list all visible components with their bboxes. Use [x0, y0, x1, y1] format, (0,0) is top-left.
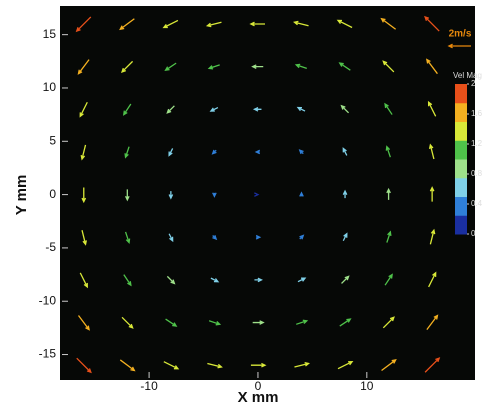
colorbar-tick-label: 0.4 [471, 199, 483, 208]
colorbar-segment [455, 215, 467, 234]
x-tick-label: 0 [255, 379, 262, 393]
y-tick-label: 5 [49, 133, 56, 147]
colorbar-segment [455, 140, 467, 159]
colorbar-tick-label: 1.2 [471, 139, 483, 148]
colorbar-segment [455, 159, 467, 178]
colorbar-segment [455, 122, 467, 141]
y-tick-label: -15 [39, 347, 57, 361]
colorbar-segment [455, 197, 467, 216]
y-tick-label: 10 [43, 80, 57, 94]
colorbar-tick-label: 0 [471, 229, 476, 238]
colorbar-segment [455, 84, 467, 103]
colorbar-title: Vel Mag [453, 71, 482, 80]
y-tick-label: 0 [49, 187, 56, 201]
x-tick-label: -10 [140, 379, 158, 393]
chart: X mm Y mm -10010-15-10-50510152m/sVel Ma… [0, 0, 496, 409]
y-tick-label: -10 [39, 293, 57, 307]
x-tick-label: 10 [360, 379, 374, 393]
colorbar-tick-label: 1.6 [471, 109, 483, 118]
y-tick-label: -5 [45, 240, 56, 254]
colorbar-segment [455, 178, 467, 197]
plot-background [60, 6, 475, 380]
colorbar-segment [455, 103, 467, 122]
y-tick-label: 15 [43, 27, 57, 41]
reference-label: 2m/s [449, 29, 472, 40]
colorbar-tick-label: 0.8 [471, 169, 483, 178]
colorbar-tick-label: 2 [471, 79, 476, 88]
y-axis-label: Y mm [13, 175, 30, 216]
